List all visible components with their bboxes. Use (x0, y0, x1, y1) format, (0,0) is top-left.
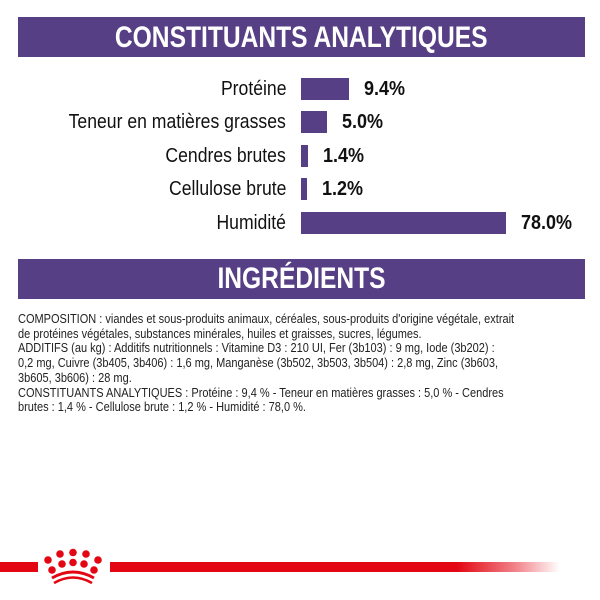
bar-row: Humidité 78.0% (0, 212, 600, 234)
bar (301, 145, 309, 167)
value-label: 5.0% (341, 111, 383, 133)
bar (301, 178, 308, 200)
ingredients-line: ADDITIFS (au kg) : Additifs nutritionnel… (18, 341, 495, 356)
bar (301, 78, 349, 100)
bar (301, 111, 327, 133)
value-label: 78.0% (521, 212, 573, 234)
ingredients-header: INGRÉDIENTS (18, 259, 585, 299)
bar-row: Cellulose brute 1.2% (0, 178, 600, 200)
category-label: Teneur en matières grasses (68, 111, 286, 133)
ingredients-line: COMPOSITION : viandes et sous-produits a… (18, 312, 515, 326)
value-label: 9.4% (363, 78, 405, 100)
category-label: Protéine (220, 78, 286, 100)
ingredients-text: COMPOSITION : viandes et sous-produits a… (18, 312, 582, 415)
ingredients-line: 3b605, 3b606) : 28 mg. (18, 370, 132, 385)
category-label: Cendres brutes (165, 145, 286, 167)
analytical-constituents-header: CONSTITUANTS ANALYTIQUES (18, 17, 585, 57)
ingredients-line: CONSTITUANTS ANALYTIQUES : Protéine : 9,… (18, 385, 504, 400)
ingredients-line: brutes : 1,4 % - Cellulose brute : 1,2 %… (18, 400, 306, 415)
bar-row: Protéine 9.4% (0, 78, 600, 100)
bar-row: Cendres brutes 1.4% (0, 145, 600, 167)
category-label: Humidité (216, 212, 286, 234)
value-label: 1.2% (322, 178, 364, 200)
bar (301, 212, 507, 234)
category-label: Cellulose brute (168, 178, 286, 200)
royal-canin-crown-icon (44, 548, 102, 585)
bar-row: Teneur en matières grasses 5.0% (0, 111, 600, 133)
header-title: CONSTITUANTS ANALYTIQUES (115, 21, 488, 54)
brand-line-right (110, 562, 560, 572)
ingredients-line: 0,2 mg, Cuivre (3b405, 3b406) : 1,6 mg, … (18, 356, 499, 371)
ingredients-title: INGRÉDIENTS (217, 262, 386, 295)
brand-line-left (0, 562, 38, 572)
value-label: 1.4% (323, 145, 365, 167)
ingredients-line: de protéines végétales, substances minér… (18, 326, 422, 341)
